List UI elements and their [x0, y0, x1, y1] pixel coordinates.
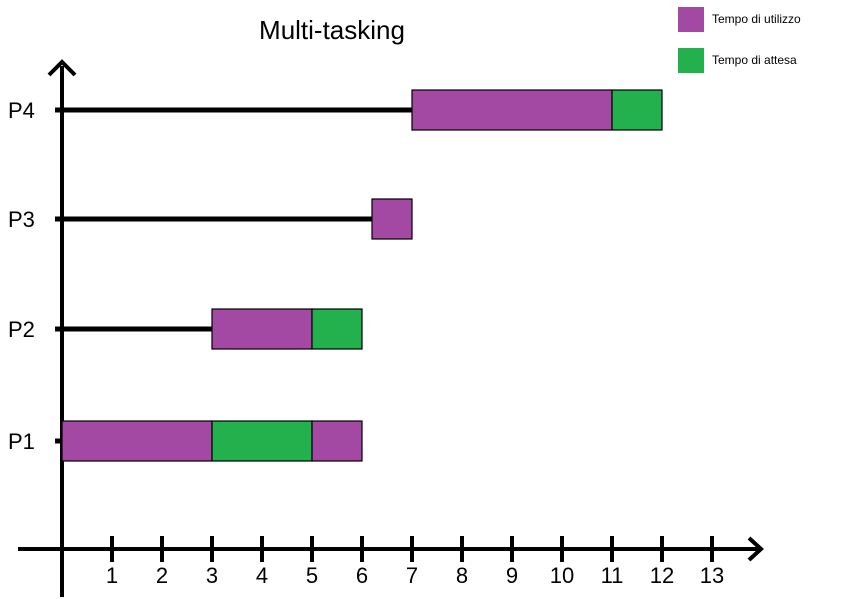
bar-p3-segment-1 [371, 198, 413, 240]
legend-label-attesa: Tempo di attesa [712, 53, 797, 67]
x-axis-arrow [747, 536, 764, 562]
category-label-p1: P1 [8, 429, 35, 454]
bar-p4-segment-2 [611, 89, 663, 131]
x-tick-label-3: 3 [206, 563, 218, 588]
x-tick-label-11: 11 [601, 563, 624, 588]
category-label-p2: P2 [8, 317, 35, 342]
x-ticks: 1 2 3 4 5 6 7 8 9 10 11 12 13 [106, 536, 724, 588]
x-tick-label-1: 1 [106, 563, 118, 588]
x-tick-label-12: 12 [650, 563, 674, 588]
bar-p1-segment-2 [211, 420, 313, 462]
legend-swatch-utilizzo [678, 7, 704, 32]
x-tick-label-4: 4 [256, 563, 268, 588]
legend-label-utilizzo: Tempo di utilizzo [712, 12, 801, 26]
legend-swatch-attesa [678, 48, 704, 73]
x-tick-label-10: 10 [550, 563, 574, 588]
bar-p2-segment-1 [211, 308, 313, 350]
category-label-p3: P3 [8, 207, 35, 232]
x-tick-label-9: 9 [506, 563, 518, 588]
y-axis-arrow [47, 59, 77, 77]
x-tick-label-7: 7 [406, 563, 418, 588]
bar-p1-segment-3 [311, 420, 363, 462]
bar-p2-segment-2 [311, 308, 363, 350]
bar-p4-segment-1 [411, 89, 613, 131]
x-tick-label-2: 2 [156, 563, 168, 588]
bar-p1-segment-1 [61, 420, 213, 462]
chart-title: Multi-tasking [259, 15, 405, 45]
legend: Tempo di utilizzo Tempo di attesa [678, 7, 801, 73]
category-label-p4: P4 [8, 98, 35, 123]
x-tick-label-8: 8 [456, 563, 468, 588]
process-rows: P1 P2 P3 P4 [8, 89, 663, 462]
x-tick-label-6: 6 [356, 563, 368, 588]
x-tick-label-5: 5 [306, 563, 318, 588]
x-tick-label-13: 13 [700, 563, 724, 588]
